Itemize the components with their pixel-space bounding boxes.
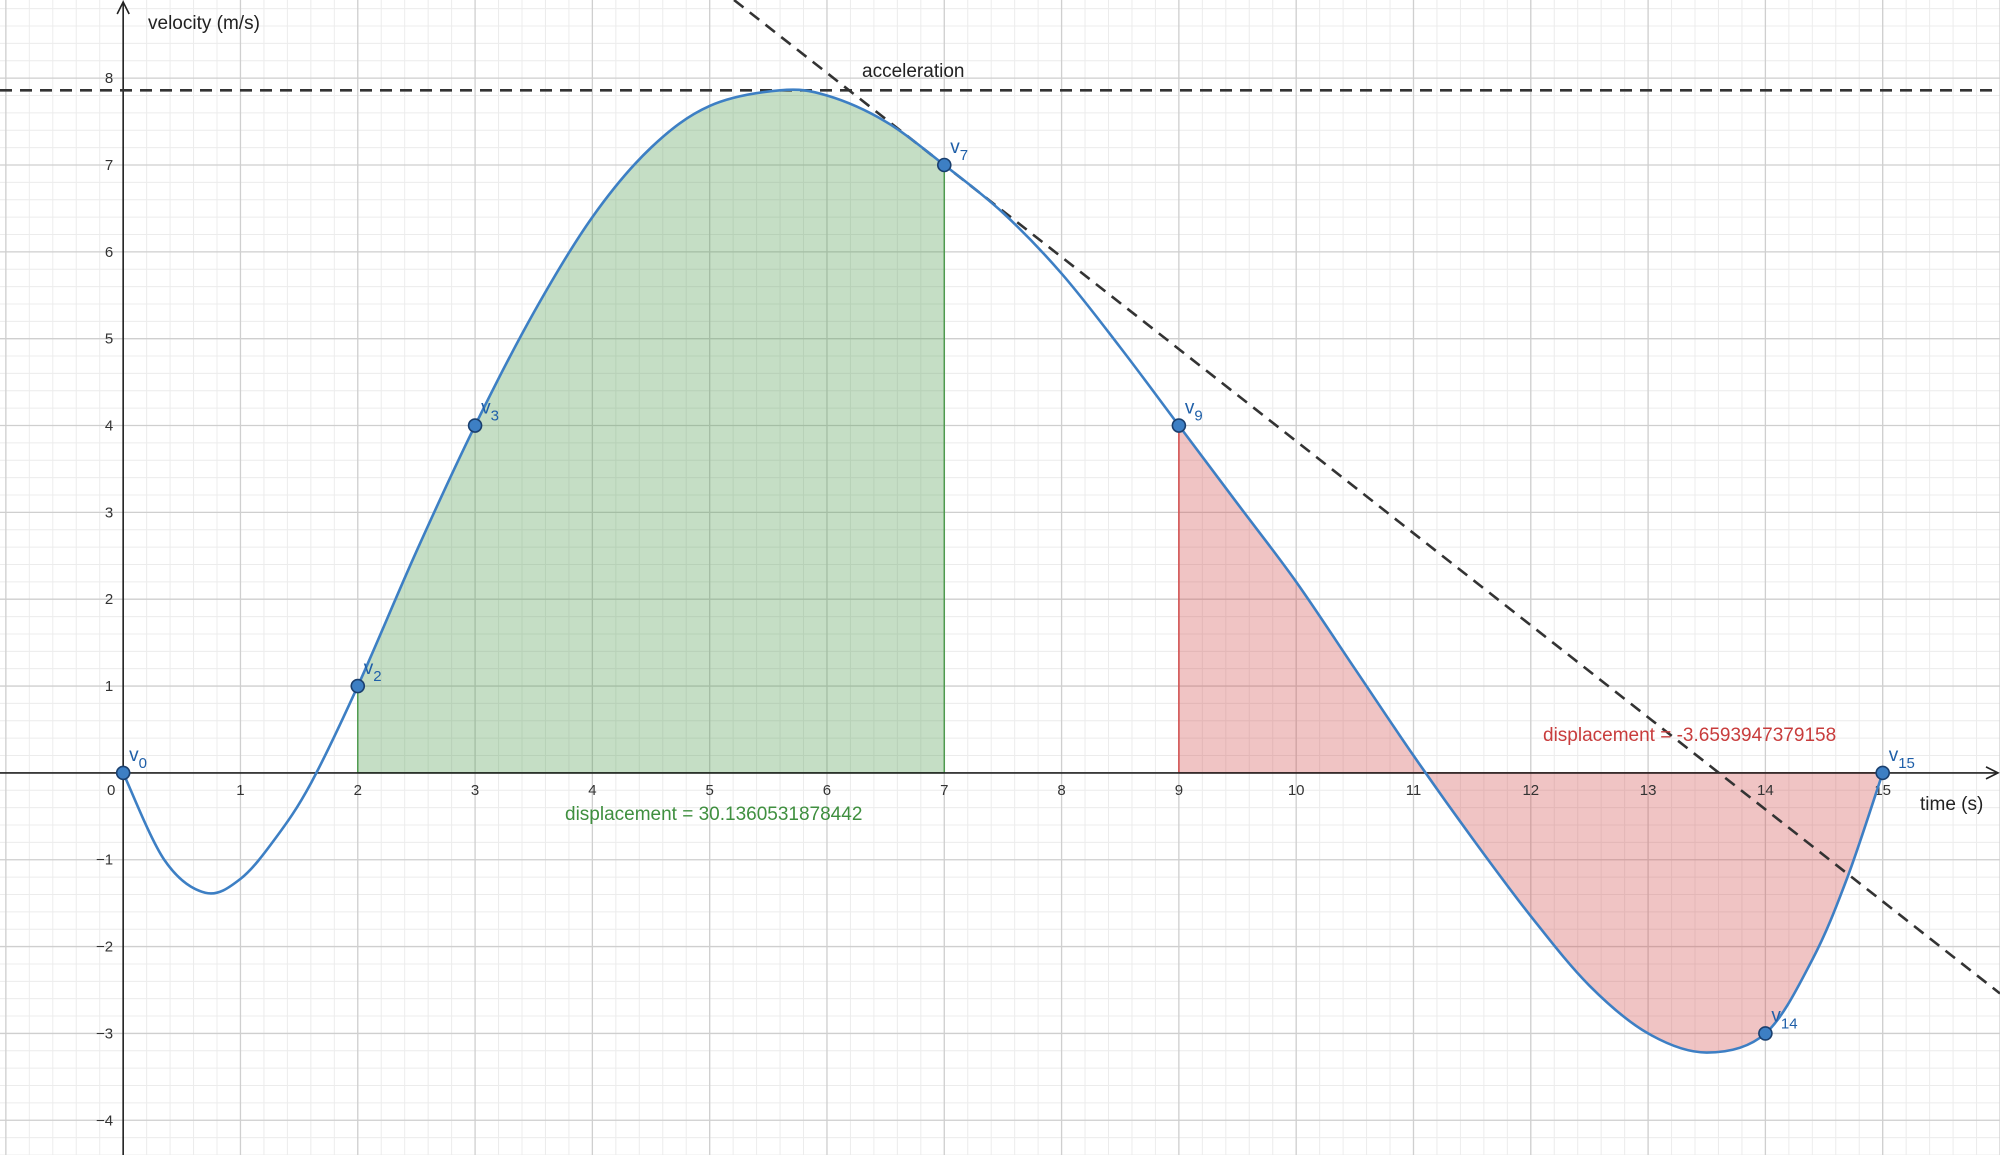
- y-tick-label: 4: [105, 418, 113, 435]
- y-tick-label: −3: [96, 1025, 113, 1042]
- point-label-v14: v14: [1771, 1005, 1797, 1032]
- displacement-mixed-label: displacement = -3.6593947379158: [1543, 725, 1836, 746]
- point-v0: [115, 765, 131, 781]
- displacement-area-1: [357, 89, 945, 773]
- point-label-v7: v7: [950, 137, 968, 164]
- point-label-v0: v0: [129, 745, 147, 772]
- y-tick-label: 2: [105, 591, 113, 608]
- y-tick-label: −1: [96, 852, 113, 869]
- point-label-v15: v15: [1889, 745, 1915, 772]
- x-tick-label: 13: [1640, 782, 1657, 799]
- x-tick-label: 8: [1057, 782, 1065, 799]
- acceleration-label: acceleration: [862, 61, 964, 82]
- x-tick-label: 6: [823, 782, 831, 799]
- y-tick-label: −4: [96, 1112, 113, 1129]
- x-tick-label: 11: [1406, 782, 1422, 799]
- point-v14: [1758, 1026, 1773, 1041]
- point-label-v3: v3: [481, 398, 499, 425]
- y-tick-label: 6: [105, 244, 113, 261]
- y-axis-arrow: [116, 0, 130, 15]
- x-tick-label: 14: [1757, 782, 1774, 799]
- x-tick-label: 12: [1522, 782, 1539, 799]
- x-tick-label: 3: [471, 782, 479, 799]
- point-v15: [1875, 765, 1890, 781]
- displacement-positive-label: displacement = 30.1360531878442: [565, 804, 862, 825]
- x-tick-label: 2: [354, 782, 362, 799]
- x-tick-label: 10: [1288, 782, 1305, 799]
- x-tick-label: 4: [588, 782, 596, 799]
- x-tick-label: 0: [107, 782, 115, 799]
- point-label-v9: v9: [1185, 398, 1203, 425]
- y-tick-label: 7: [105, 157, 113, 174]
- x-tick-label: 1: [236, 782, 244, 799]
- point-v3: [467, 418, 483, 433]
- x-tick-label: 5: [706, 782, 714, 799]
- y-tick-label: 5: [105, 331, 113, 348]
- y-tick-label: 1: [105, 678, 113, 695]
- y-tick-label: 3: [105, 504, 113, 521]
- x-tick-label: 7: [940, 782, 948, 799]
- y-axis-label: velocity (m/s): [148, 13, 260, 34]
- point-v9: [1171, 418, 1187, 433]
- y-tick-label: 8: [105, 70, 113, 87]
- x-axis-label: time (s): [1920, 794, 1983, 815]
- x-tick-label: 9: [1175, 782, 1183, 799]
- displacement-area-2: [1178, 425, 1883, 1053]
- point-v7: [936, 157, 952, 173]
- x-axis-arrow: [1985, 766, 2000, 780]
- point-v2: [350, 678, 366, 694]
- y-tick-label: −2: [96, 939, 113, 956]
- point-label-v2: v2: [364, 658, 382, 685]
- points: v0 v2 v3 v7 v9 v14 v15: [115, 137, 1915, 1041]
